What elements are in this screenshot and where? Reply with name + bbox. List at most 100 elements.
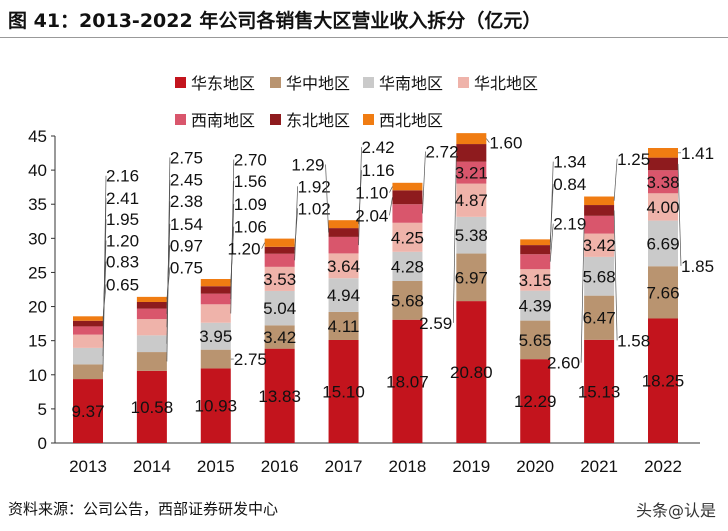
data-label: 18.25 [642,372,685,391]
bar-segment-华中地区 [648,266,678,319]
data-label: 0.65 [106,276,139,295]
data-label: 13.83 [258,387,301,406]
data-label-leader [358,147,362,246]
bar-segment-华北地区 [200,304,231,323]
bar-segment-西南地区 [520,254,551,270]
bar-segment-西南地区 [584,215,615,234]
bar-segment-华东地区 [584,339,615,443]
data-label: 2.19 [553,215,586,234]
legend-label: 华北地区 [474,75,538,93]
bar-segment-东北地区 [264,246,295,254]
bar-segment-华北地区 [392,222,423,252]
bar-segment-西南地区 [200,293,231,305]
data-label-leader [613,210,618,341]
bar-segment-华中地区 [520,320,551,360]
legend-swatch [270,77,281,88]
data-label-leader [452,152,457,323]
data-label: 0.84 [553,175,586,194]
data-label: 2.60 [547,354,580,373]
x-tick-label: 2021 [580,457,618,476]
bar-segment-华中地区 [264,325,295,349]
data-label-leader [486,138,490,143]
bar-segment-华南地区 [392,251,423,281]
data-label: 5.04 [263,299,296,318]
data-label-leader [549,161,554,250]
bar-segment-东北地区 [200,286,231,294]
data-label: 2.16 [106,167,139,186]
data-label: 2.75 [170,148,203,167]
legend-swatch [458,77,469,88]
bar-segment-华南地区 [264,290,295,326]
bar-segment-华北地区 [584,233,615,257]
legend-swatch [363,114,374,125]
data-label-leader [102,175,107,372]
x-tick-label: 2014 [133,457,171,476]
data-label: 5.68 [391,291,424,310]
bar-segment-华北地区 [136,319,167,336]
bar-segment-华南地区 [520,290,551,321]
y-tick-label: 20 [28,298,47,317]
stacked-bar-chart: 0 5 10 15 20 25 30 35 40 45 2013 9.37 2014 10.58 2015 1… [28,75,714,476]
data-label: 7.66 [646,283,679,302]
data-label: 1.29 [291,156,324,175]
chart-title: 图 41：2013-2022 年公司各销售大区营业收入拆分（亿元） [8,10,542,32]
bar-segment-西北地区 [648,148,678,158]
legend-swatch [175,77,186,88]
data-label: 10.58 [131,398,174,417]
data-label-leader [325,164,329,233]
bar-segment-西南地区 [648,170,678,194]
data-label-leader [580,224,585,363]
data-label: 4.25 [391,228,424,247]
data-label-leader [677,163,682,266]
bar-segment-华南地区 [648,220,678,267]
data-label: 4.39 [519,297,552,316]
bar-segment-西南地区 [328,236,359,254]
bar-segment-东北地区 [520,245,551,255]
y-tick-label: 0 [38,434,47,453]
bar-segment-西南地区 [456,161,487,184]
data-label: 3.95 [199,327,232,346]
data-label: 1.02 [298,199,331,218]
legend-label: 东北地区 [286,112,350,130]
legend-label: 西南地区 [191,112,255,130]
title-divider [0,37,728,38]
data-label: 1.95 [106,210,139,229]
legend-label: 华中地区 [286,75,350,93]
data-label: 2.72 [425,143,458,162]
bar-segment-西南地区 [73,326,103,335]
bar-segment-西南地区 [392,204,423,223]
data-label: 1.10 [355,184,388,203]
bar-segment-华南地区 [584,256,615,296]
legend-label: 西北地区 [379,112,443,130]
bar-segment-华中地区 [73,364,103,380]
data-label: 3.64 [327,257,360,276]
data-label: 1.20 [106,232,139,251]
bar-segment-东北地区 [328,228,359,237]
bar-segment-西北地区 [73,316,103,321]
bar-segment-华中地区 [392,280,423,320]
data-label: 4.87 [455,191,488,210]
y-tick-label: 30 [28,229,47,248]
data-label: 1.34 [553,153,586,172]
data-label: 20.80 [450,363,493,382]
data-label-leader [261,242,265,249]
bar-segment-西北地区 [456,133,487,145]
data-label: 1.09 [234,195,267,214]
bar-segment-华南地区 [328,278,359,312]
bar-segment-东北地区 [584,205,615,216]
y-tick-label: 15 [28,332,47,351]
data-label: 3.21 [455,164,488,183]
x-tick-label: 2022 [644,457,682,476]
data-label: 1.25 [617,150,650,169]
bar-segment-华中地区 [584,295,615,340]
y-tick-label: 40 [28,161,47,180]
data-label: 10.93 [195,397,238,416]
data-label: 2.42 [362,138,395,157]
bar-segment-东北地区 [392,190,423,205]
bar-segment-西南地区 [264,253,295,267]
data-label: 1.56 [234,172,267,191]
data-label-leader [422,151,426,214]
bar-segment-华北地区 [520,269,551,291]
bar-segment-西北地区 [520,239,551,246]
